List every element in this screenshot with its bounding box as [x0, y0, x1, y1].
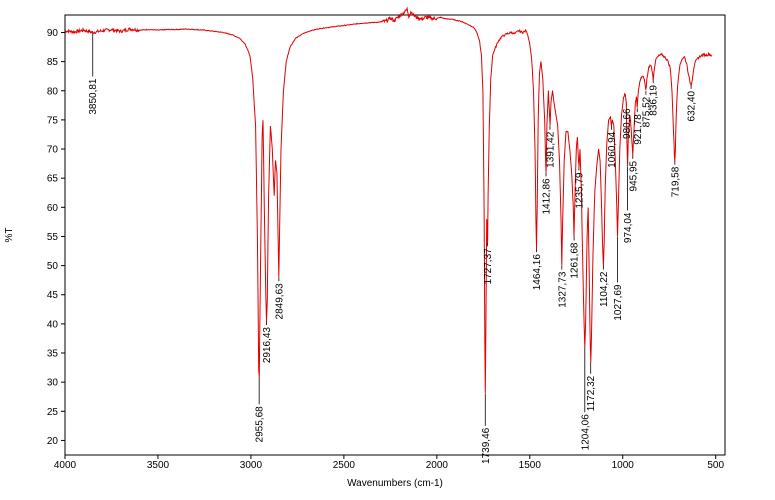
y-tick-label: 75 [47, 115, 59, 126]
peak-label: 1172,32 [586, 375, 597, 411]
y-tick-label: 90 [47, 28, 59, 39]
y-tick-label: 60 [47, 203, 59, 214]
peak-label: 1412,86 [542, 178, 553, 215]
peak-label: 1027,69 [613, 284, 624, 321]
peak-label: 945,95 [628, 160, 639, 191]
y-tick-label: 80 [47, 86, 59, 97]
peak-label: 1391,42 [546, 131, 557, 168]
peak-leader-lines [92, 32, 692, 426]
peak-label: 1727,37 [483, 248, 494, 285]
peak-label: 836,19 [649, 85, 660, 116]
peak-label: 1739,46 [481, 427, 492, 464]
plot-area [64, 14, 726, 456]
y-tick-label: 70 [47, 145, 59, 156]
peak-label: 980,66 [622, 108, 633, 139]
x-axis-title: Wavenumbers (cm-1) [347, 478, 443, 489]
peak-label: 2916,43 [262, 327, 273, 364]
y-tick-label: 25 [47, 407, 59, 418]
y-tick-label: 35 [47, 349, 59, 360]
x-tick-label: 3000 [240, 460, 263, 471]
peak-label: 974,04 [623, 212, 634, 243]
x-axis: 4000 3500 3000 2500 2000 1500 1000 500 [54, 455, 724, 471]
peak-label: 632,40 [687, 90, 698, 121]
y-tick-label: 50 [47, 261, 59, 272]
peak-label: 719,58 [670, 166, 681, 197]
y-axis-title: %T [4, 228, 15, 243]
x-tick-label: 1500 [519, 460, 542, 471]
peak-label: 1235,79 [574, 172, 585, 209]
peak-label: 921,78 [633, 114, 644, 145]
y-tick-label: 30 [47, 378, 59, 389]
x-tick-label: 4000 [54, 460, 77, 471]
peak-label: 1104,22 [599, 271, 610, 307]
y-tick-label: 65 [47, 174, 59, 185]
spectrum-line [64, 6, 713, 394]
peak-label: 3850,81 [88, 78, 99, 115]
peak-label: 1204,06 [580, 414, 591, 451]
y-axis: 20 25 30 35 40 45 50 55 60 65 70 75 80 85 90 [47, 28, 65, 447]
peak-label: 1261,68 [570, 242, 581, 279]
y-tick-label: 55 [47, 232, 59, 243]
peak-label: 1464,16 [532, 254, 543, 291]
peak-label: 2955,68 [255, 406, 266, 443]
peak-label: 1060,94 [607, 131, 618, 168]
x-tick-label: 2500 [333, 460, 356, 471]
x-tick-label: 500 [707, 460, 724, 471]
x-tick-label: 2000 [426, 460, 449, 471]
y-tick-label: 45 [47, 290, 59, 301]
y-tick-label: 40 [47, 319, 59, 330]
x-tick-label: 3500 [147, 460, 170, 471]
x-tick-label: 1000 [612, 460, 635, 471]
y-tick-label: 20 [47, 436, 59, 447]
peak-label: 2849,63 [274, 283, 285, 320]
peak-label: 875,52 [641, 96, 652, 127]
y-tick-label: 85 [47, 57, 59, 68]
peak-label: 1327,73 [557, 271, 568, 308]
